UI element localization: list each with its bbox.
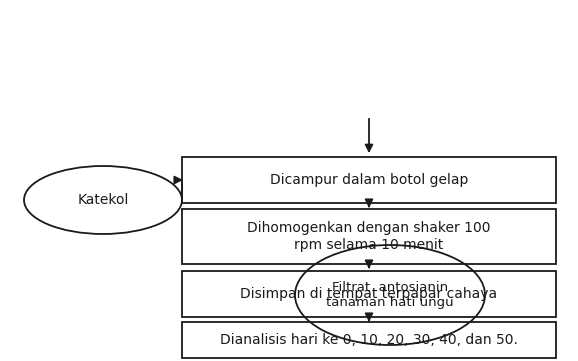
Bar bbox=[182, 209, 556, 264]
Bar bbox=[182, 271, 556, 317]
Text: Disimpan di tempat terpapar cahaya: Disimpan di tempat terpapar cahaya bbox=[240, 287, 498, 301]
Text: Dianalisis hari ke 0, 10, 20, 30, 40, dan 50.: Dianalisis hari ke 0, 10, 20, 30, 40, da… bbox=[220, 333, 518, 347]
Text: Dicampur dalam botol gelap: Dicampur dalam botol gelap bbox=[270, 173, 468, 187]
Bar bbox=[182, 157, 556, 203]
Bar bbox=[182, 322, 556, 358]
Text: Katekol: Katekol bbox=[77, 193, 129, 207]
Text: Dihomogenkan dengan shaker 100
rpm selama 10 menit: Dihomogenkan dengan shaker 100 rpm selam… bbox=[247, 221, 491, 252]
Text: Filtrat  antosianin
tanaman hati ungu: Filtrat antosianin tanaman hati ungu bbox=[326, 281, 454, 309]
